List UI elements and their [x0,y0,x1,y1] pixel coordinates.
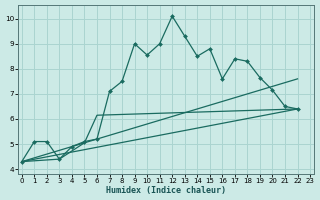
X-axis label: Humidex (Indice chaleur): Humidex (Indice chaleur) [106,186,226,195]
